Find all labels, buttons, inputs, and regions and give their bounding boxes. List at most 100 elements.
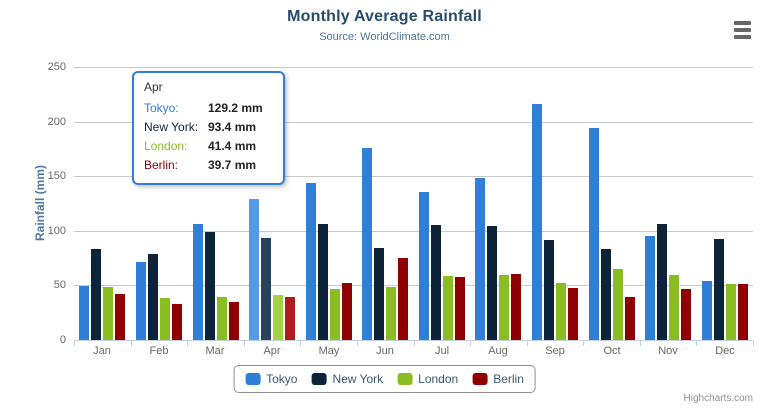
x-axis-label-apr: Apr — [263, 345, 281, 357]
bar-new-york-jun[interactable] — [374, 247, 385, 340]
bar-berlin-jul[interactable] — [454, 277, 465, 340]
x-axis-tick — [74, 341, 75, 346]
legend-label: Tokyo — [266, 372, 298, 386]
legend-swatch-icon — [472, 373, 488, 385]
tooltip-series-label: Tokyo: — [144, 101, 179, 115]
tooltip-series-label: Berlin: — [144, 158, 179, 172]
bar-london-aug[interactable] — [499, 274, 510, 340]
bar-london-jan[interactable] — [103, 286, 114, 340]
bar-tokyo-jun[interactable] — [362, 147, 373, 340]
x-axis-tick — [244, 341, 245, 346]
x-axis-tick — [640, 341, 641, 346]
bar-berlin-dec[interactable] — [737, 284, 748, 340]
bar-new-york-may[interactable] — [317, 224, 328, 340]
legend-item-new-york[interactable]: New York — [311, 372, 383, 386]
x-axis-tick — [527, 341, 528, 346]
bar-tokyo-aug[interactable] — [475, 177, 486, 340]
bar-tokyo-oct[interactable] — [588, 128, 599, 340]
bar-new-york-nov[interactable] — [657, 223, 668, 340]
bar-berlin-mar[interactable] — [228, 302, 239, 340]
bar-berlin-nov[interactable] — [681, 288, 692, 340]
bar-london-sep[interactable] — [556, 282, 566, 340]
bar-berlin-sep[interactable] — [568, 288, 578, 340]
bar-tokyo-feb[interactable] — [135, 261, 146, 340]
bar-new-york-jul[interactable] — [430, 225, 441, 340]
bar-london-dec[interactable] — [725, 284, 736, 340]
gridline-200 — [74, 122, 753, 123]
credits-link[interactable]: Highcharts.com — [683, 393, 753, 404]
x-axis-tick — [131, 341, 132, 346]
bar-tokyo-jan[interactable] — [79, 285, 90, 340]
x-axis-tick — [300, 341, 301, 346]
x-axis-tick — [583, 341, 584, 346]
bar-new-york-oct[interactable] — [600, 248, 611, 340]
bar-berlin-feb[interactable] — [171, 303, 182, 340]
y-axis-label-200: 200 — [47, 116, 66, 128]
legend-swatch-icon — [311, 373, 327, 385]
legend-swatch-icon — [245, 373, 261, 385]
tooltip-series-value: 93.4 mm — [208, 120, 257, 134]
legend-item-london[interactable]: London — [397, 372, 458, 386]
bar-new-york-sep[interactable] — [544, 240, 554, 340]
legend-item-tokyo[interactable]: Tokyo — [245, 372, 297, 386]
bar-berlin-aug[interactable] — [511, 274, 522, 340]
tooltip-row: Tokyo: 129.2 mm — [144, 99, 273, 118]
bar-new-york-aug[interactable] — [487, 226, 498, 340]
bar-london-oct[interactable] — [612, 268, 623, 340]
x-axis-tick — [187, 341, 188, 346]
x-axis-label-sep: Sep — [545, 345, 565, 357]
x-axis-label-nov: Nov — [658, 345, 678, 357]
legend-swatch-icon — [397, 373, 413, 385]
hamburger-icon — [734, 21, 751, 39]
bar-berlin-apr[interactable] — [285, 296, 295, 340]
x-axis-tick — [696, 341, 697, 346]
bar-new-york-mar[interactable] — [204, 232, 215, 340]
export-menu-button[interactable] — [731, 18, 754, 42]
gridline-50 — [74, 285, 753, 286]
y-axis-label-100: 100 — [47, 225, 66, 237]
x-axis-label-feb: Feb — [149, 345, 169, 357]
bar-berlin-may[interactable] — [341, 282, 352, 340]
x-axis-label-dec: Dec — [715, 345, 735, 357]
bar-tokyo-jul[interactable] — [418, 191, 429, 340]
bar-new-york-feb[interactable] — [147, 254, 158, 340]
bar-tokyo-may[interactable] — [305, 182, 316, 340]
bar-tokyo-dec[interactable] — [701, 280, 712, 340]
tooltip-series-label: London: — [144, 139, 188, 153]
bar-london-jul[interactable] — [442, 275, 453, 340]
bar-london-jun[interactable] — [386, 287, 397, 340]
gridline-100 — [74, 231, 753, 232]
bar-london-mar[interactable] — [216, 297, 227, 340]
x-axis-tick — [357, 341, 358, 346]
bar-london-feb[interactable] — [159, 297, 170, 340]
bar-tokyo-mar[interactable] — [192, 223, 203, 340]
bar-london-apr[interactable] — [273, 294, 283, 340]
tooltip-row: Berlin: 39.7 mm — [144, 156, 273, 175]
tooltip-series-label: New York: — [144, 120, 199, 134]
chart-title: Monthly Average Rainfall — [287, 8, 482, 25]
tooltip-category: Apr — [144, 80, 163, 94]
legend-item-berlin[interactable]: Berlin — [472, 372, 524, 386]
gridline-250 — [74, 67, 753, 68]
bar-berlin-oct[interactable] — [624, 297, 635, 340]
tooltip-row: London: 41.4 mm — [144, 137, 273, 156]
gridline-150 — [74, 176, 753, 177]
bar-new-york-dec[interactable] — [713, 239, 724, 340]
bar-london-may[interactable] — [329, 288, 340, 340]
x-axis-label-mar: Mar — [205, 345, 225, 357]
bar-new-york-jan[interactable] — [91, 248, 102, 340]
bar-berlin-jan[interactable] — [115, 293, 126, 340]
x-axis-tick — [753, 341, 754, 346]
bar-tokyo-nov[interactable] — [645, 235, 656, 340]
bar-london-nov[interactable] — [669, 275, 680, 340]
tooltip-series-value: 41.4 mm — [208, 139, 257, 153]
x-axis-label-jun: Jun — [376, 345, 394, 357]
bar-tokyo-apr[interactable] — [249, 198, 259, 340]
bar-new-york-apr[interactable] — [261, 238, 271, 340]
bar-tokyo-sep[interactable] — [532, 103, 542, 340]
tooltip-row: New York: 93.4 mm — [144, 118, 273, 137]
legend: Tokyo New York London Berlin — [233, 365, 536, 393]
y-axis-label-150: 150 — [47, 170, 66, 182]
bar-berlin-jun[interactable] — [398, 257, 409, 340]
